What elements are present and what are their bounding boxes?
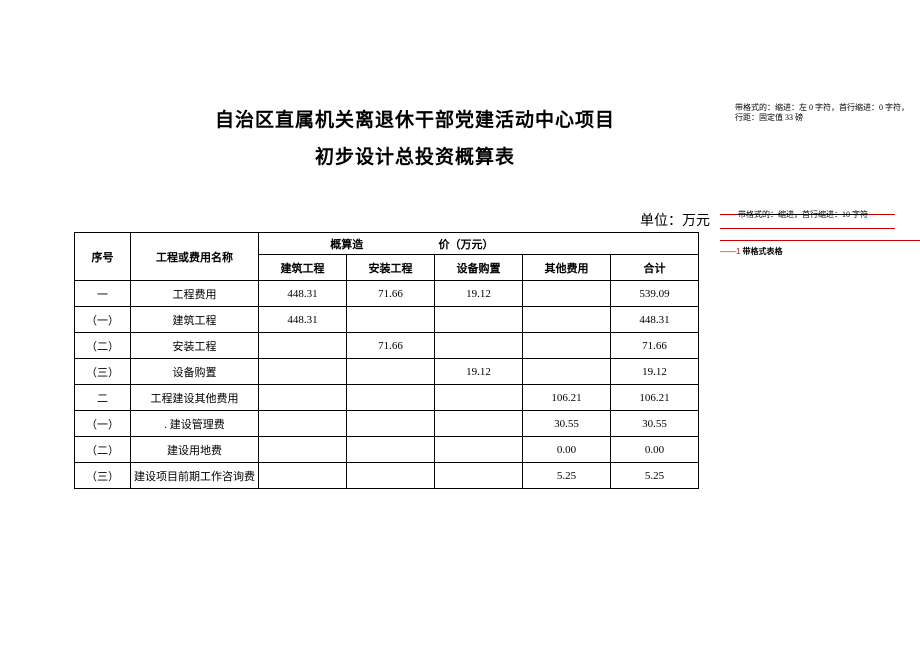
cell-c1: 448.31 (259, 307, 347, 333)
cell-c3: 19.12 (435, 359, 523, 385)
cell-c3 (435, 463, 523, 489)
cell-c2: 71.66 (347, 333, 435, 359)
cell-c2 (347, 307, 435, 333)
unit-label: 单位：万元 (640, 210, 710, 230)
header-col3: 设备购置 (435, 255, 523, 281)
cell-c2 (347, 411, 435, 437)
header-col5: 合计 (611, 255, 699, 281)
comment-divider-line (720, 240, 920, 241)
cell-name: 工程费用 (131, 281, 259, 307)
document-title: 自治区直属机关离退休干部党建活动中心项目 初步设计总投资概算表 (200, 105, 630, 169)
table-row: 二 工程建设其他费用 106.21 106.21 (75, 385, 699, 411)
cell-seq: 一 (75, 281, 131, 307)
cell-c4 (523, 359, 611, 385)
format-comment-3: ——1 带格式表格 (720, 247, 920, 257)
cell-seq: （一） (75, 307, 131, 333)
comment-prefix: ——1 (720, 247, 740, 256)
cell-c2: 71.66 (347, 281, 435, 307)
table-header-row-1: 序号 工程或费用名称 概算造 价（万元） (75, 233, 699, 255)
cell-c5: 71.66 (611, 333, 699, 359)
table-row: （二） 建设用地费 0.00 0.00 (75, 437, 699, 463)
cell-c5: 30.55 (611, 411, 699, 437)
cell-name: 安装工程 (131, 333, 259, 359)
table-row: （一） . 建设管理费 30.55 30.55 (75, 411, 699, 437)
cell-c4 (523, 333, 611, 359)
cell-name: 建设用地费 (131, 437, 259, 463)
cell-c1 (259, 463, 347, 489)
comment-text: 带格式的：缩进，首行缩进：10 字符 (738, 210, 868, 219)
cell-c3 (435, 385, 523, 411)
cell-c4: 0.00 (523, 437, 611, 463)
budget-table: 序号 工程或费用名称 概算造 价（万元） 建筑工程 安装工程 设备购置 其他费用… (74, 232, 699, 489)
table-row: （二） 安装工程 71.66 71.66 (75, 333, 699, 359)
format-comment-1: 带格式的：缩进：左 0 字符，首行缩进：0 字符，行距：固定值 33 磅 (735, 103, 910, 124)
cell-name: 设备购置 (131, 359, 259, 385)
cell-c3 (435, 411, 523, 437)
comment-prefix: —— (720, 210, 736, 219)
cell-c4: 30.55 (523, 411, 611, 437)
cell-c1 (259, 359, 347, 385)
cell-c2 (347, 437, 435, 463)
cell-c2 (347, 463, 435, 489)
format-comment-2: —— 带格式的：缩进，首行缩进：10 字符 (720, 210, 920, 220)
cell-name: 建筑工程 (131, 307, 259, 333)
header-seq: 序号 (75, 233, 131, 281)
cell-c2 (347, 359, 435, 385)
cell-c1 (259, 333, 347, 359)
header-name: 工程或费用名称 (131, 233, 259, 281)
cell-c3 (435, 437, 523, 463)
cell-seq: （三） (75, 359, 131, 385)
cell-c1: 448.31 (259, 281, 347, 307)
comment-divider-line (720, 228, 895, 229)
cell-c1 (259, 385, 347, 411)
table-row: （一） 建筑工程 448.31 448.31 (75, 307, 699, 333)
cell-name: . 建设管理费 (131, 411, 259, 437)
title-line-1: 自治区直属机关离退休干部党建活动中心项目 (200, 105, 630, 132)
cell-c4 (523, 281, 611, 307)
cell-c4 (523, 307, 611, 333)
comment-text: 带格式表格 (742, 247, 782, 256)
table-row: （三） 设备购置 19.12 19.12 (75, 359, 699, 385)
cell-name: 建设项目前期工作咨询费 (131, 463, 259, 489)
cell-c5: 5.25 (611, 463, 699, 489)
header-col2: 安装工程 (347, 255, 435, 281)
table-row: 一 工程费用 448.31 71.66 19.12 539.09 (75, 281, 699, 307)
title-line-2: 初步设计总投资概算表 (200, 142, 630, 169)
cell-seq: （一） (75, 411, 131, 437)
cell-c5: 539.09 (611, 281, 699, 307)
cell-c4: 5.25 (523, 463, 611, 489)
header-col4: 其他费用 (523, 255, 611, 281)
cell-seq: （三） (75, 463, 131, 489)
cell-c5: 0.00 (611, 437, 699, 463)
cell-seq: 二 (75, 385, 131, 411)
cell-name: 工程建设其他费用 (131, 385, 259, 411)
cell-c5: 448.31 (611, 307, 699, 333)
header-group-left: 概算造 (259, 233, 435, 255)
cell-c5: 19.12 (611, 359, 699, 385)
cell-c3: 19.12 (435, 281, 523, 307)
table-row: （三） 建设项目前期工作咨询费 5.25 5.25 (75, 463, 699, 489)
cell-c2 (347, 385, 435, 411)
cell-c1 (259, 437, 347, 463)
cell-c5: 106.21 (611, 385, 699, 411)
table-body: 一 工程费用 448.31 71.66 19.12 539.09 （一） 建筑工… (75, 281, 699, 489)
cell-c1 (259, 411, 347, 437)
header-group-right: 价（万元） (435, 233, 699, 255)
cell-seq: （二） (75, 437, 131, 463)
cell-c3 (435, 333, 523, 359)
header-col1: 建筑工程 (259, 255, 347, 281)
cell-seq: （二） (75, 333, 131, 359)
cell-c3 (435, 307, 523, 333)
cell-c4: 106.21 (523, 385, 611, 411)
